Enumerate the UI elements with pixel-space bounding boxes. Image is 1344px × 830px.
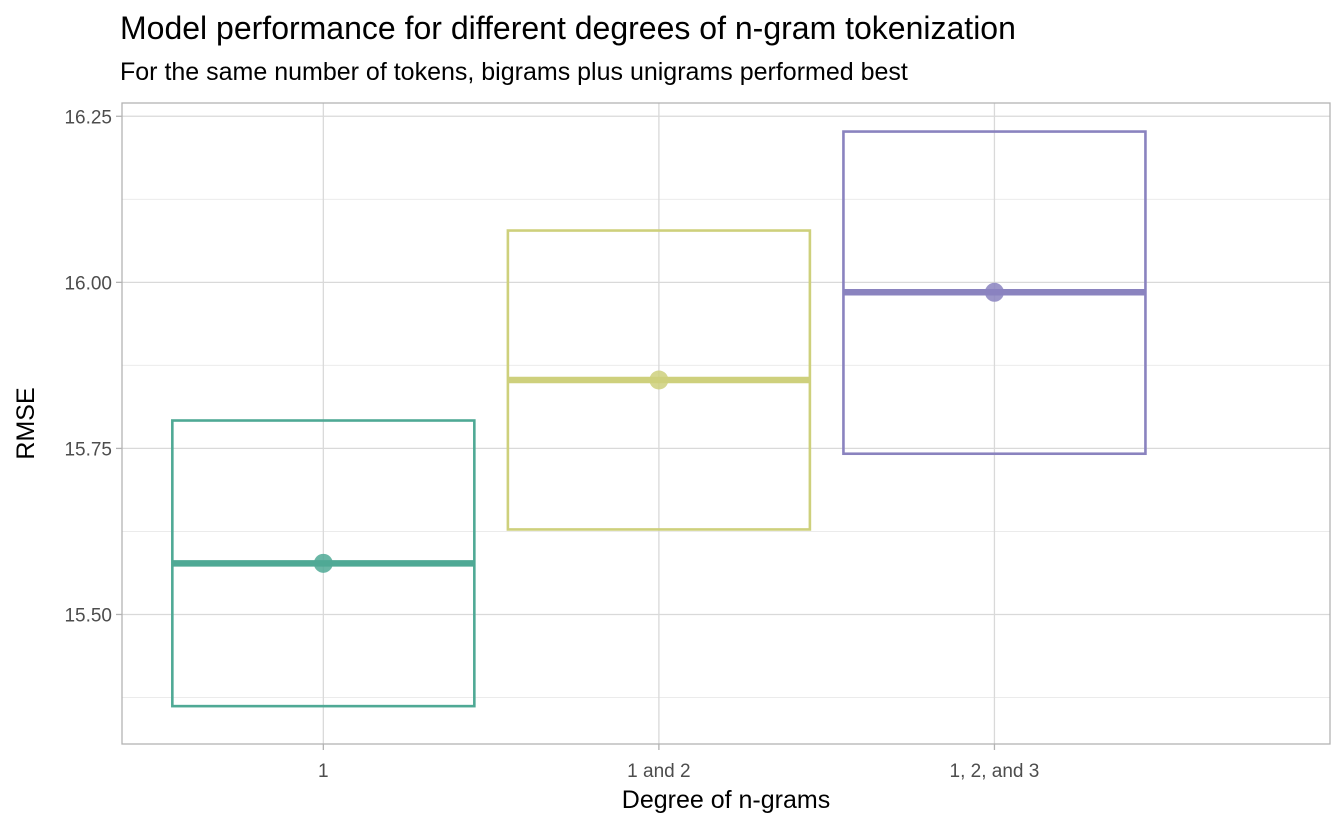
x-tick-label: 1 and 2 [627,761,690,782]
mean-point [984,282,1004,302]
y-tick-label: 16.25 [64,107,112,128]
y-axis-title: RMSE [12,387,40,459]
mean-point [649,370,669,390]
y-tick-label: 16.00 [64,273,112,294]
x-tick-label: 1, 2, and 3 [950,761,1040,782]
panel-border [121,102,1331,745]
y-tick-label: 15.50 [64,605,112,626]
y-tick-label: 15.75 [64,439,112,460]
major-gridlines [122,103,1330,744]
chart-subtitle: For the same number of tokens, bigrams p… [120,58,908,86]
crossbar-3 [842,130,1147,456]
chart-title: Model performance for different degrees … [120,10,1016,46]
y-axis-ticks: 15.50 15.75 16.00 16.25 [64,107,122,626]
x-axis-ticks: 1 1 and 2 1, 2, and 3 [318,744,1039,782]
x-tick-label: 1 [318,761,329,782]
crossbar-1 [171,419,476,708]
mean-point [313,553,333,573]
crossbar-2 [506,229,812,531]
chart-marks [171,130,1147,708]
x-axis-title: Degree of n-grams [622,786,830,814]
